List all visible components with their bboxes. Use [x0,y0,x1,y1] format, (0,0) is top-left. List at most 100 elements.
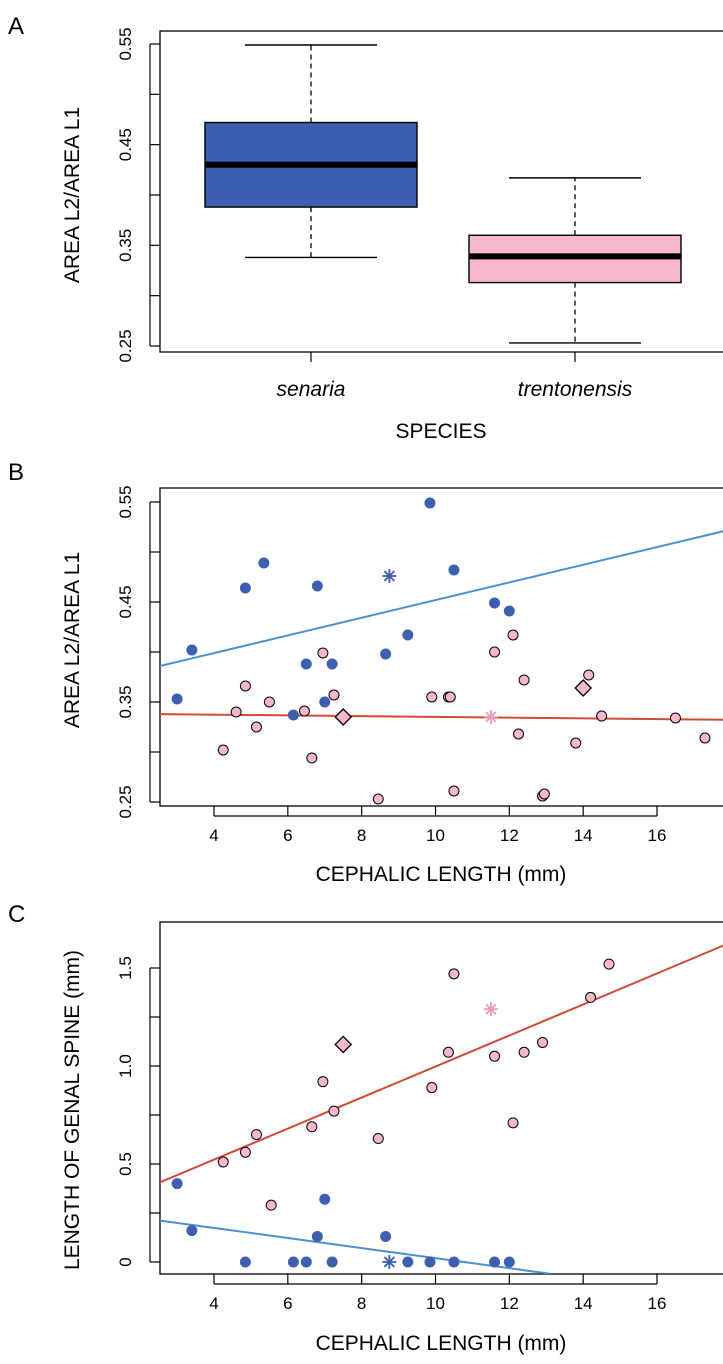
panel-b-xtick-label: 6 [283,826,292,845]
panel-a-letter: A [8,13,24,40]
panel-b-point-senaria [239,582,251,594]
panel-c-frame [159,921,723,1275]
panel-b-xtick-label: 10 [426,826,445,845]
panel-b-star-stroke [383,570,395,582]
panel-c-point-senaria [300,1256,312,1268]
panel-b-point-trentonensis [489,646,501,658]
panel-b-point-senaria [300,658,312,670]
panel-c-xtick-label: 4 [209,1294,218,1313]
panel-b-point-trentonensis [372,793,384,805]
panel-c-xtick-label: 12 [500,1294,519,1313]
panel-b-ytick-label: 0.35 [116,685,135,718]
panel-c-point-trentonensis [239,1146,251,1158]
panel-b-fit-line-0 [160,530,723,668]
panel-a-ytick-label: 0.25 [116,329,135,362]
panel-c-ytick-label: 1.0 [116,1054,135,1078]
panel-c-letter: C [8,901,25,928]
panel-c-point-trentonensis [603,958,615,970]
panel-b-point-senaria [186,644,198,656]
panel-b-letter: B [8,459,24,486]
panel-b-point-senaria [319,696,331,708]
panel-c-point-trentonensis [507,1117,519,1129]
panel-b-point-senaria [503,605,515,617]
panel-a-ytick-label: 0.35 [116,229,135,262]
panel-b-xtick-label: 16 [648,826,667,845]
panel-c-xtick-label: 10 [426,1294,445,1313]
panel-c-ylabel: LENGTH OF GENAL SPINE (mm) [61,950,84,1270]
panel-b-point-trentonensis [317,647,329,659]
panel-c-point-trentonensis [489,1050,501,1062]
panel-a-xlabel: SPECIES [395,420,486,443]
panel-b-point-trentonensis [217,744,229,756]
panel-c-point-trentonensis [585,991,597,1003]
panel-b-point-trentonensis [448,785,460,797]
panel-c-point-senaria [402,1256,414,1268]
panel-b-ylabel: AREA L2/AREA L1 [61,552,84,728]
panel-c-point-trentonensis [265,1199,277,1211]
panel-c-ytick-label: 0.5 [116,1152,135,1176]
panel-b-point-trentonensis [426,691,438,703]
panel-b-point-trentonensis [507,629,519,641]
panel-c-point-senaria [186,1225,198,1237]
panel-c-xtick-label: 16 [648,1294,667,1313]
panel-c-point-trentonensis [250,1129,262,1141]
panel-b-point-trentonensis [669,712,681,724]
panel-b-point-trentonensis [239,680,251,692]
panel-a-boxplot: 0.25 0.35 0.45 0.55 senaria trentonensis [116,27,723,401]
panel-c-star-marker [382,1255,397,1269]
category-label-senaria: senaria [277,378,346,401]
panel-b-point-senaria [380,648,392,660]
panel-c-star-stroke [383,1256,395,1268]
panel-c-diamond-marker [334,1035,353,1054]
panel-c-xtick-label: 6 [283,1294,292,1313]
panel-b-point-senaria [171,693,183,705]
panel-a-ytick-label: 0.45 [116,128,135,161]
panel-c-point-trentonensis [328,1105,340,1117]
panel-c-point-trentonensis [537,1036,549,1048]
panel-c-point-senaria [503,1256,515,1268]
panel-b-point-trentonensis [298,705,310,717]
panel-b-ytick-label: 0.55 [116,485,135,518]
panel-b-point-trentonensis [518,674,530,686]
panel-b-point-trentonensis [263,696,275,708]
panel-c-point-senaria [380,1231,392,1243]
panel-b-point-trentonensis [513,728,525,740]
panel-b-diamond-marker [334,708,353,726]
panel-b-point-trentonensis [538,788,550,800]
panel-b-point-trentonensis [570,737,582,749]
panel-b-xtick-label: 8 [357,826,366,845]
panel-b-point-trentonensis [306,752,318,764]
panel-c-point-senaria [171,1178,183,1190]
panel-c-point-trentonensis [217,1156,229,1168]
panel-c-point-senaria [319,1193,331,1205]
panel-c-star-marker [483,1002,498,1017]
panel-b-point-trentonensis [230,706,242,718]
panel-c-point-senaria [424,1256,436,1268]
panel-a-ytick-label: 0.55 [116,27,135,60]
panel-b-diamond-marker [574,679,593,697]
panel-b-ytick-label: 0.45 [116,585,135,618]
panel-b-point-senaria [489,597,501,609]
panel-b-point-senaria [287,709,299,721]
panel-c-point-trentonensis [372,1133,384,1145]
panel-b-point-trentonensis [250,721,262,733]
panel-c-fit-line-1 [160,944,723,1184]
panel-b-star-marker [382,569,397,583]
panel-c-star-stroke [485,1003,497,1015]
panel-c-point-trentonensis [442,1046,454,1058]
panel-c-xtick-label: 14 [574,1294,593,1313]
panel-b-xtick-label: 4 [209,826,218,845]
panel-c-point-senaria [448,1256,460,1268]
panel-c-point-senaria [287,1256,299,1268]
panel-b-fit-line-1 [160,713,723,721]
panel-b-point-senaria [311,580,323,592]
panel-b-star-marker [483,710,498,724]
panel-b-scatter: 4 6 8 10 12 14 16 0.25 0.35 0.45 0.55 [116,485,723,845]
panel-b-point-trentonensis [596,710,608,722]
panel-c-xtick-label: 8 [357,1294,366,1313]
panel-c-point-senaria [239,1256,251,1268]
panel-b-xtick-label: 14 [574,826,593,845]
panel-c-plot-area [160,944,723,1274]
panel-b-point-senaria [402,629,414,641]
